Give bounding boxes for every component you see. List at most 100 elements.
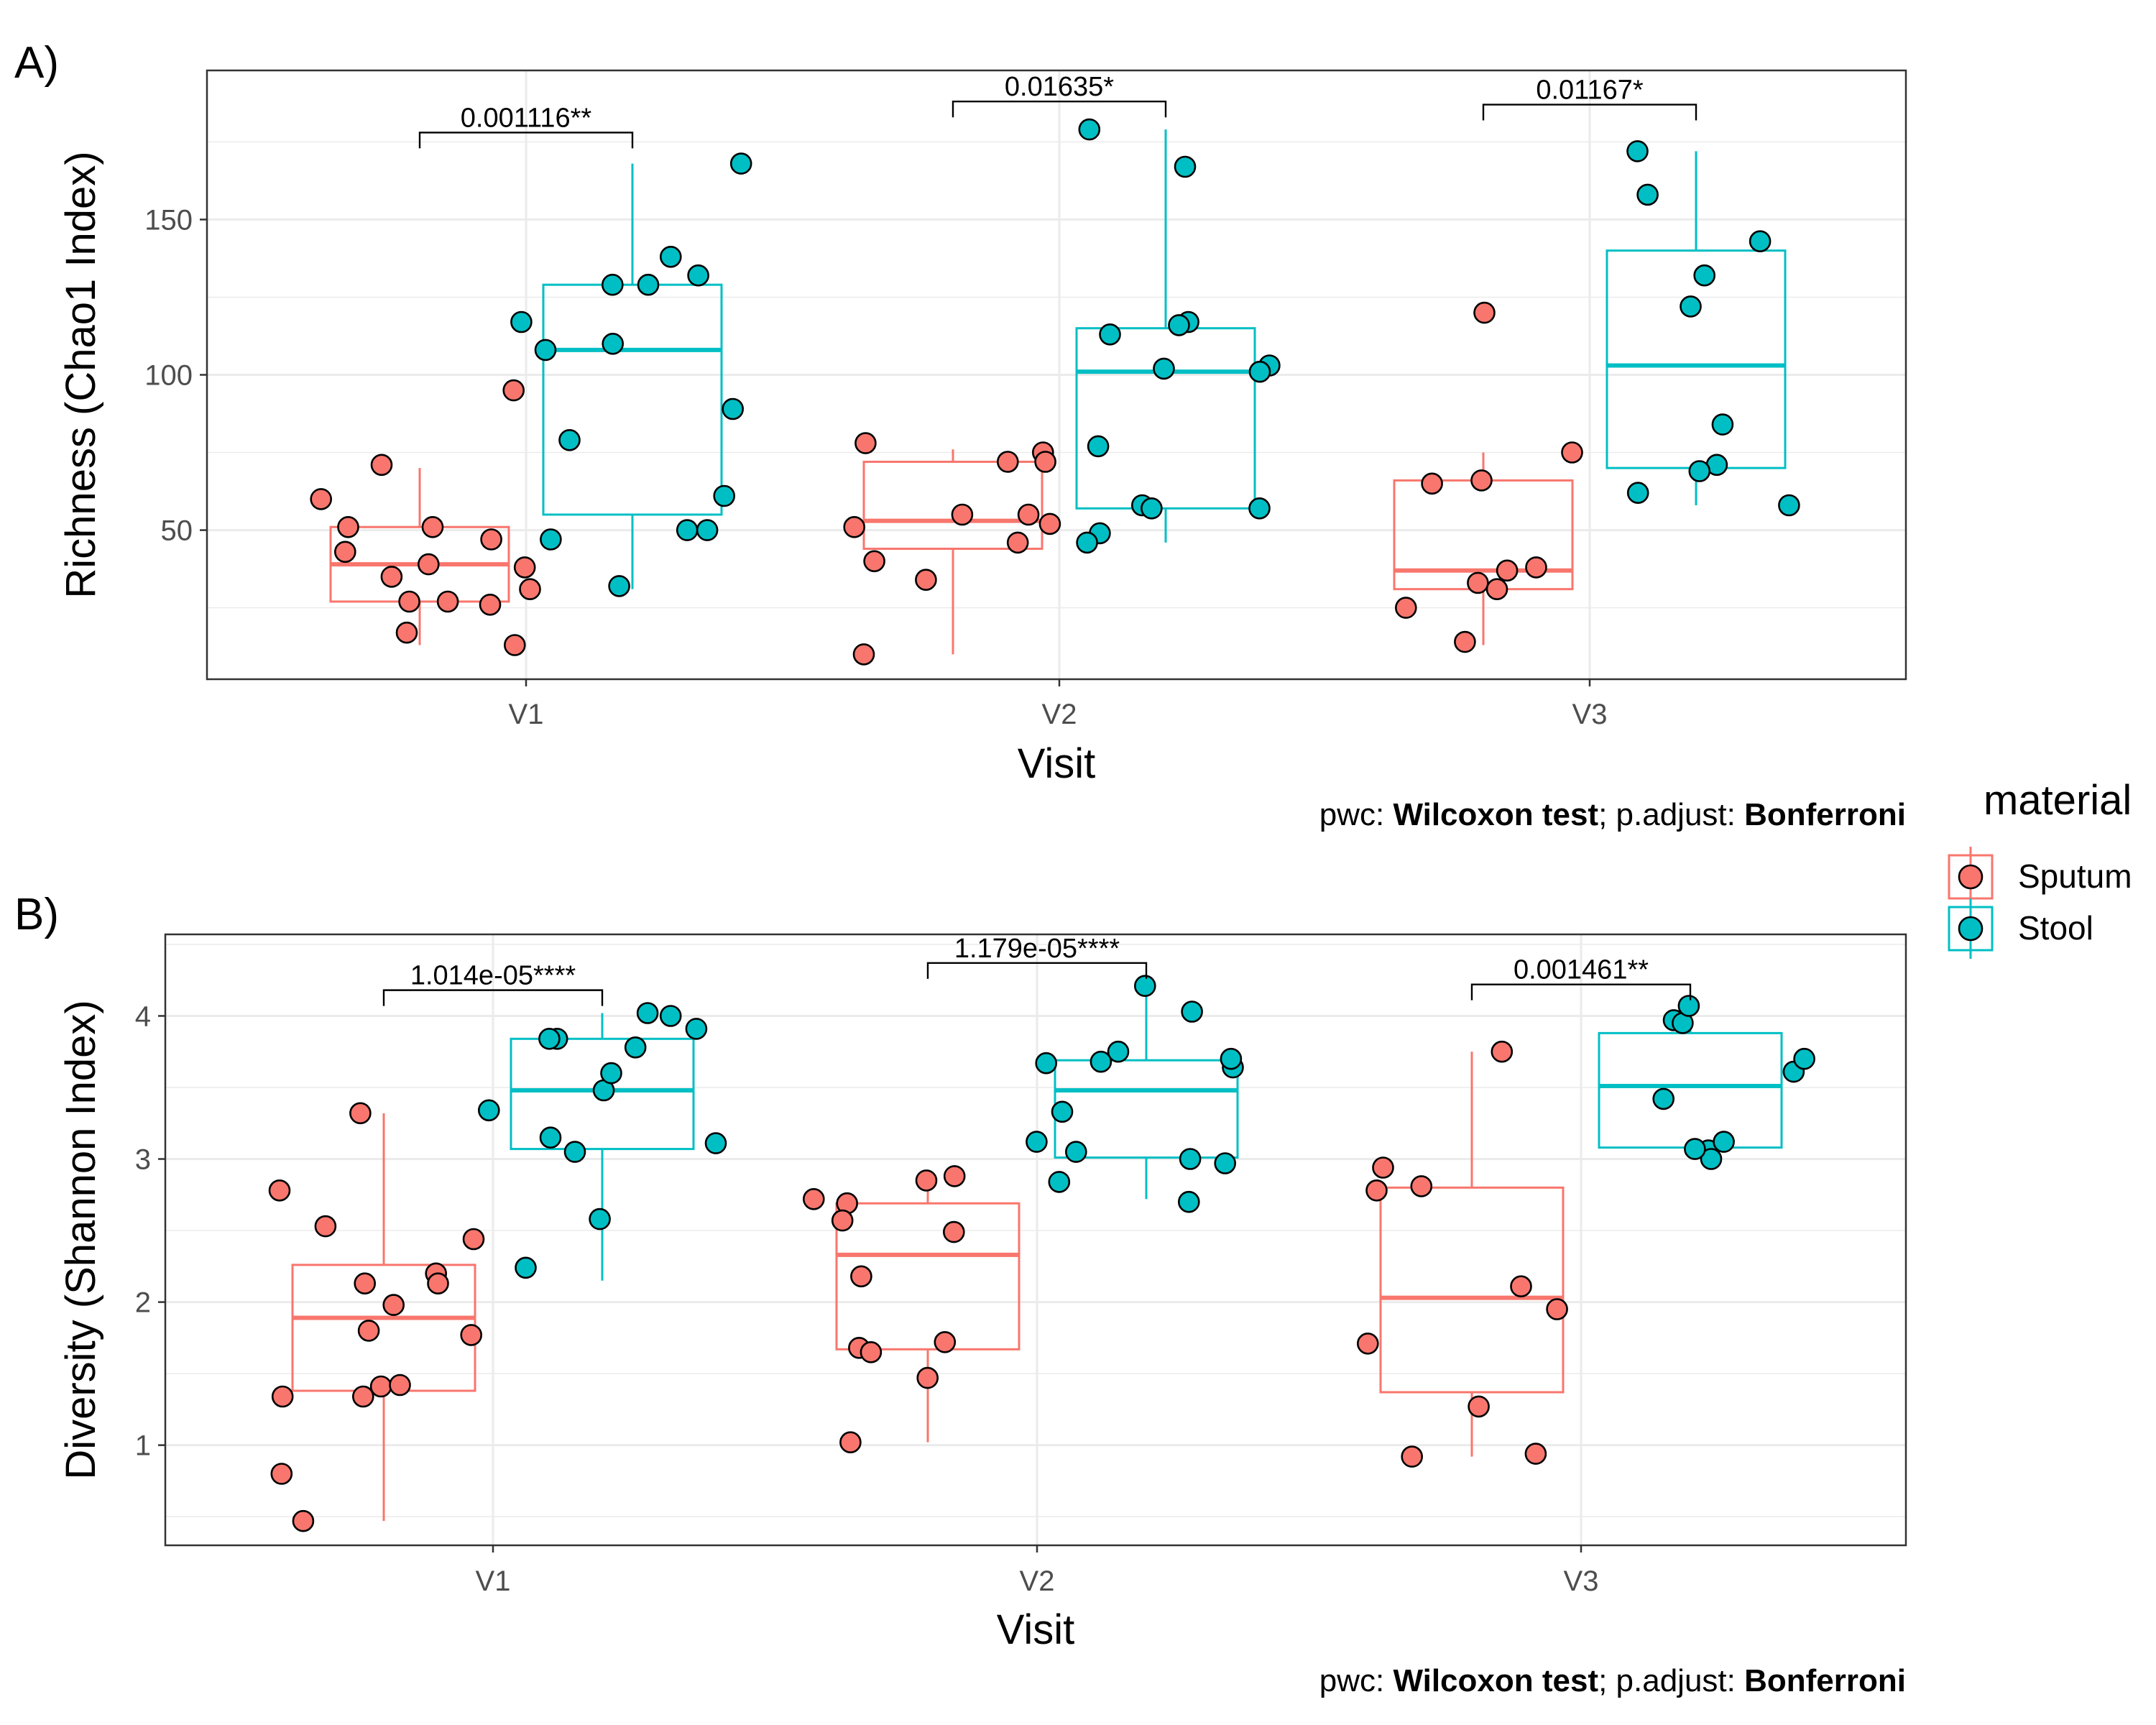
data-point <box>503 634 526 656</box>
data-point <box>1421 472 1443 495</box>
data-point <box>1141 497 1163 520</box>
grid <box>207 70 1906 679</box>
legend-key-stool-point <box>1958 916 1984 942</box>
caption-pwc-method: Wilcoxon test <box>1393 797 1598 832</box>
data-point <box>1546 1298 1568 1320</box>
data-point <box>502 379 525 402</box>
caption-adj-method: Bonferroni <box>1744 1663 1906 1698</box>
data-point <box>558 428 581 451</box>
data-point <box>1006 531 1029 554</box>
legend-title: material <box>1984 777 2132 824</box>
legend-item-sputum: Sputum <box>1948 847 2132 907</box>
data-point <box>1468 1395 1490 1418</box>
data-point <box>462 1228 485 1251</box>
data-point <box>1496 559 1519 582</box>
bracket-label: 0.001116** <box>461 103 592 133</box>
x-tick-label: V3 <box>1564 1565 1599 1597</box>
data-point <box>534 339 557 362</box>
data-point <box>1181 1000 1203 1023</box>
significance-bracket: 0.001461** <box>1470 955 1692 1000</box>
data-point <box>1026 1131 1048 1153</box>
data-point <box>1087 435 1110 458</box>
data-point <box>1078 118 1101 141</box>
data-point <box>1778 494 1800 517</box>
y-axis-title: Diversity (Shannon Index) <box>57 1000 104 1479</box>
data-point <box>685 1018 708 1040</box>
data-point <box>395 621 418 644</box>
series-stool <box>510 118 1800 597</box>
data-point <box>850 1265 872 1288</box>
panel-label: A) <box>14 38 59 88</box>
caption-pwc-prefix: pwc: <box>1319 1663 1393 1698</box>
legend-item-stool: Stool <box>1948 898 2093 959</box>
data-point <box>997 451 1019 473</box>
caption-adj-method: Bonferroni <box>1744 797 1906 832</box>
significance-bracket: 0.01635* <box>952 72 1167 118</box>
data-point <box>337 515 359 538</box>
data-point <box>314 1215 337 1238</box>
data-point <box>1410 1175 1433 1197</box>
data-point <box>1524 1443 1547 1465</box>
data-point <box>1107 1040 1130 1063</box>
bracket-label: 0.01167* <box>1536 75 1644 106</box>
data-point <box>519 578 541 601</box>
box <box>1393 479 1574 591</box>
data-point <box>843 515 865 538</box>
x-tick-label: V1 <box>509 699 544 730</box>
data-point <box>1467 571 1489 594</box>
data-point <box>659 1005 682 1027</box>
data-point <box>563 1141 586 1163</box>
data-point <box>333 540 356 564</box>
bracket-line <box>1482 104 1697 121</box>
data-point <box>351 1385 374 1408</box>
data-point <box>729 152 752 175</box>
panel-label: B) <box>14 890 59 939</box>
data-point <box>704 1132 727 1154</box>
data-point <box>1680 295 1702 318</box>
bracket-label: 0.01635* <box>1005 72 1114 102</box>
significance-bracket: 0.01167* <box>1482 75 1697 121</box>
box <box>1598 1031 1783 1149</box>
data-point <box>1525 556 1547 579</box>
data-point <box>310 488 333 510</box>
bracket-label: 1.179e-05**** <box>954 934 1120 964</box>
data-point <box>1693 264 1715 287</box>
box <box>1379 1186 1565 1394</box>
data-point <box>1178 1190 1200 1213</box>
data-point <box>510 310 533 334</box>
legend-label-sputum: Sputum <box>2018 857 2132 895</box>
y-tick-label: 2 <box>135 1287 151 1319</box>
data-point <box>589 1208 611 1230</box>
caption: pwc: Wilcoxon test; p.adjust: Bonferroni <box>1319 797 1906 832</box>
data-point <box>1485 578 1508 601</box>
data-point <box>271 1385 294 1408</box>
caption-adj-prefix: ; p.adjust: <box>1598 797 1744 832</box>
data-point <box>1510 1275 1532 1297</box>
data-point <box>1179 1148 1202 1170</box>
panel-a: A) 0.001116** 0.01635* 0.01167* 50 100 150 V1 V2… <box>14 38 1907 832</box>
x-tick-label: V1 <box>476 1565 511 1597</box>
box <box>862 461 1044 550</box>
data-point <box>539 1126 562 1149</box>
data-point <box>1713 1131 1735 1153</box>
data-point <box>1357 1333 1379 1355</box>
data-point <box>1470 469 1493 492</box>
data-point <box>600 1062 622 1085</box>
data-point <box>1065 1141 1087 1163</box>
data-point <box>676 519 699 541</box>
data-point <box>1688 460 1711 482</box>
data-point <box>382 1294 405 1316</box>
data-point <box>601 273 624 296</box>
boxplot-sputum-v2 <box>835 1176 1021 1443</box>
y-tick-label: 50 <box>161 515 193 547</box>
data-point <box>1076 531 1098 554</box>
data-point <box>1473 301 1496 324</box>
data-point <box>854 432 877 454</box>
box <box>835 1202 1021 1351</box>
data-point <box>369 1375 392 1398</box>
bracket-line <box>952 101 1167 118</box>
series-sputum <box>268 1040 1568 1532</box>
data-point <box>513 556 536 579</box>
panel-b: B) 1.014e-05**** 1.179e-05**** 0.001461** 1 2… <box>14 890 1907 1698</box>
